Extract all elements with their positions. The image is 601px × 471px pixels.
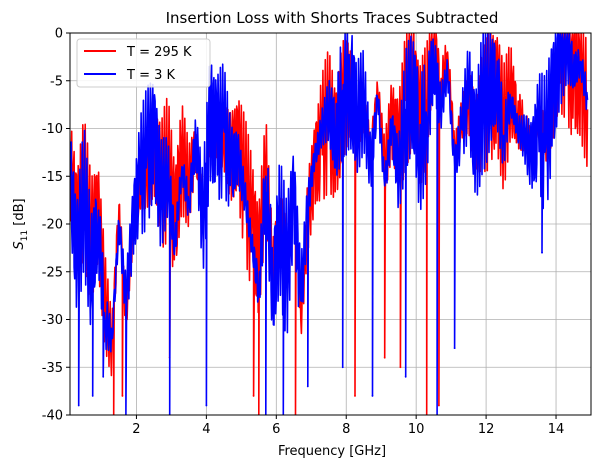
- series-1-spike-point: [205, 404, 208, 407]
- x-tick-label: 4: [202, 422, 210, 437]
- series-0-spike-point: [399, 366, 402, 369]
- x-tick-label: 10: [408, 422, 425, 437]
- y-tick-label: -15: [42, 170, 63, 185]
- y-tick-label: -40: [42, 409, 63, 424]
- legend: T = 295 K T = 3 K: [76, 38, 211, 88]
- series-0-spike-point: [383, 356, 386, 359]
- series-0-spike-point: [252, 395, 255, 397]
- series-1-spike-point: [371, 395, 374, 397]
- y-tick-label: -30: [42, 313, 63, 328]
- legend-label-3k: T = 3 K: [126, 68, 176, 83]
- x-tick-label: 12: [478, 422, 495, 437]
- x-tick-label: 6: [272, 422, 280, 437]
- series-1-spike-point: [77, 404, 80, 407]
- series-area: [70, 33, 589, 415]
- series-1-spike-point: [404, 375, 407, 378]
- y-tick-label: 0: [55, 27, 63, 42]
- y-axis-label-subscript: 11: [20, 230, 30, 241]
- chart-title: Insertion Loss with Shorts Traces Subtra…: [166, 9, 499, 27]
- series-0-spike-point: [437, 404, 440, 407]
- series-1-spike-point: [306, 385, 309, 388]
- y-axis-label: S11 [dB]: [12, 198, 30, 249]
- legend-label-295k: T = 295 K: [126, 45, 192, 60]
- y-tick-label: -35: [42, 361, 63, 376]
- series-1-spike-point: [541, 251, 543, 254]
- series-1-spike-point: [91, 395, 94, 397]
- series-1-spike-point: [453, 347, 456, 350]
- y-axis-label-symbol: S: [12, 241, 27, 249]
- series-line-1: [70, 33, 589, 415]
- ticks: 2 4 6 8 10 12 14 0 -5 -10 -15 -20 -25 -30 -35 -40: [42, 27, 565, 438]
- y-tick-label: -20: [42, 218, 63, 233]
- x-axis-label: Frequency [GHz]: [278, 444, 386, 459]
- y-tick-label: -25: [42, 265, 63, 280]
- series-0-spike-point: [121, 395, 124, 397]
- x-tick-label: 8: [342, 422, 350, 437]
- x-tick-label: 14: [548, 422, 565, 437]
- y-axis-label-unit: [dB]: [12, 198, 27, 229]
- series-1-spike-point: [341, 366, 344, 369]
- series-0-spike-point: [354, 395, 356, 397]
- series-1-spike-point: [102, 375, 105, 378]
- y-tick-label: -10: [42, 122, 63, 137]
- x-tick-label: 2: [132, 422, 140, 437]
- y-tick-label: -5: [50, 74, 63, 89]
